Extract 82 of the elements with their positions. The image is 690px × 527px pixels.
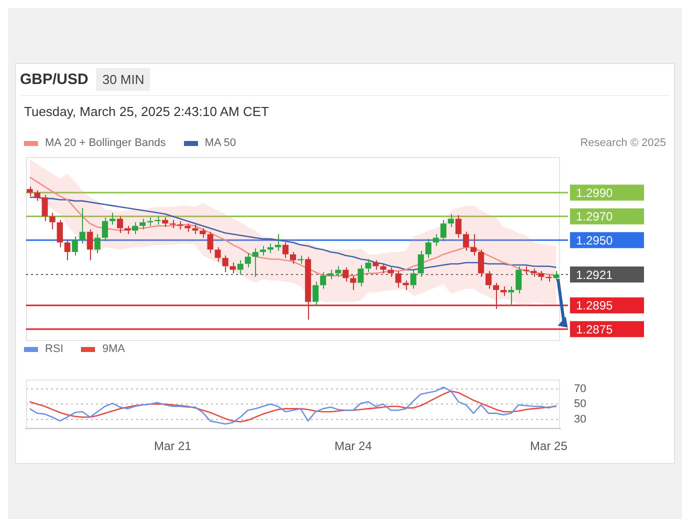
candlestick: [140, 218, 146, 230]
candlestick: [49, 212, 56, 230]
candlestick: [342, 266, 349, 282]
ref-line-label: 1.2950: [576, 233, 614, 248]
candlestick: [298, 255, 304, 264]
text: Tuesday, March 25, 2025 2:43:10 AM CET: [24, 104, 270, 119]
chart-title: GBP/USD: [20, 71, 88, 88]
ref-line-label: 1.2990: [576, 186, 614, 200]
candlestick: [94, 234, 100, 254]
candlestick: [72, 236, 78, 256]
candlestick: [34, 190, 40, 202]
text: Research © 2025: [580, 137, 666, 149]
candlestick: [192, 224, 198, 235]
candlestick: [222, 255, 228, 273]
candlestick: [320, 272, 326, 290]
candlestick: [26, 186, 33, 197]
y-tick-label: 50: [574, 398, 586, 410]
candlestick: [410, 269, 416, 290]
candlestick: [86, 228, 93, 261]
x-tick-label: Mar 25: [530, 439, 568, 454]
candlestick: [230, 262, 236, 274]
ref-line-label: 1.2921: [576, 268, 614, 282]
candlestick: [372, 260, 379, 270]
candlestick: [508, 286, 514, 306]
candlestick: [448, 213, 454, 228]
ref-line-label: 1.2970: [576, 210, 614, 224]
candlestick: [350, 275, 356, 290]
candlestick: [102, 217, 108, 242]
candlestick: [64, 240, 70, 261]
candlestick: [395, 270, 402, 288]
chart-subtitle: 30 MIN: [96, 68, 150, 91]
candlestick: [500, 286, 507, 296]
candlestick: [42, 194, 48, 222]
candlestick: [493, 282, 500, 310]
candlestick: [237, 260, 244, 276]
candlestick: [335, 266, 342, 278]
ref-line-label: 1.2875: [576, 322, 614, 336]
y-tick-label: 70: [574, 382, 586, 395]
candlestick: [486, 270, 492, 290]
legend-label: MA 50: [204, 137, 236, 149]
candlestick: [358, 264, 364, 287]
candlestick: [79, 208, 86, 244]
candlestick: [470, 234, 477, 256]
candlestick: [207, 231, 214, 254]
ref-line-label: 1.2895: [576, 298, 614, 313]
legend-label: MA 20 + Bollinger Bands: [45, 137, 166, 149]
candlestick: [388, 266, 394, 278]
candlestick: [380, 263, 386, 274]
candlestick: [282, 242, 288, 258]
candlestick: [530, 268, 537, 278]
candlestick: [365, 258, 372, 273]
candlestick: [267, 243, 274, 254]
candlestick: [440, 219, 446, 242]
candlestick: [425, 238, 432, 258]
candlestick: [214, 246, 221, 262]
candlestick: [162, 217, 168, 228]
candlestick: [305, 256, 312, 320]
candlestick: [432, 234, 439, 247]
candlestick: [117, 216, 124, 234]
legend-label: 9MA: [102, 343, 125, 355]
candlestick: [177, 220, 184, 230]
candlestick: [462, 231, 469, 252]
candlestick: [147, 217, 154, 226]
candlestick: [455, 214, 462, 238]
x-tick-label: Mar 21: [154, 439, 192, 454]
candlestick: [538, 270, 544, 281]
y-tick-label: 30: [574, 413, 586, 426]
candlestick: [418, 250, 424, 278]
candlestick: [109, 212, 116, 226]
candlestick: [516, 266, 522, 294]
candlestick: [56, 219, 63, 248]
candlestick: [260, 246, 266, 256]
candlestick: [200, 228, 206, 238]
candlestick: [244, 252, 251, 268]
candlestick: [312, 281, 319, 306]
x-tick-label: Mar 24: [334, 439, 372, 454]
candlestick: [290, 251, 296, 264]
candlestick: [132, 222, 138, 235]
candlestick: [252, 248, 258, 278]
candlestick: [124, 225, 131, 235]
legend-label: RSI: [45, 343, 64, 355]
candlestick: [478, 249, 484, 278]
